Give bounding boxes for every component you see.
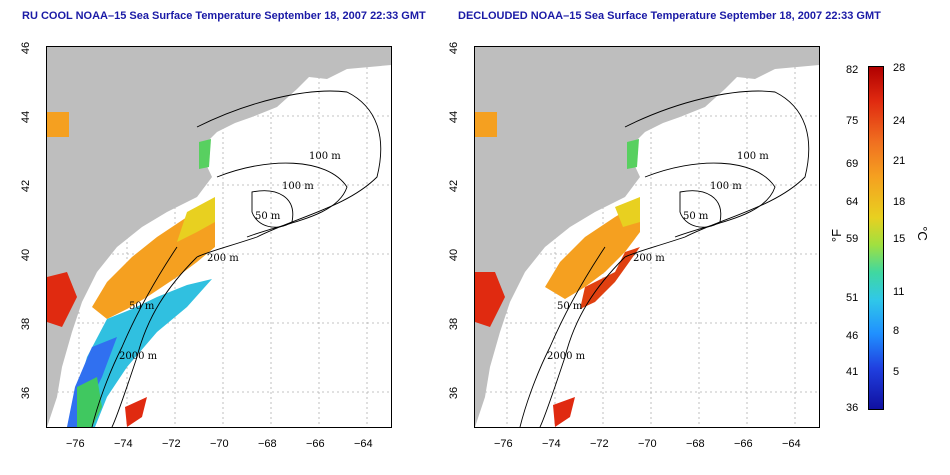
right-sst-yellow — [615, 197, 640, 227]
left-xtick-4: −68 — [258, 438, 277, 450]
f-tick-3: 64 — [846, 196, 859, 208]
left-xtick-1: −74 — [114, 438, 133, 450]
left-contour-label-6: 2000 m — [119, 351, 158, 362]
right-sst-hot — [580, 247, 640, 309]
f-tick-1: 75 — [846, 115, 859, 127]
left-xtick-5: −66 — [306, 438, 325, 450]
left-contour-label-2: 100 m — [282, 181, 314, 192]
f-tick-6: 46 — [846, 330, 859, 342]
right-xtick-2: −72 — [590, 438, 609, 450]
left-xtick-3: −70 — [210, 438, 229, 450]
right-contour-label-1: 100 m — [737, 151, 769, 162]
left-xtick-6: −64 — [354, 438, 373, 450]
left-sst-north — [47, 112, 69, 137]
left-map: 100 m 100 m 50 m 200 m 50 m 2000 m — [47, 47, 391, 427]
right-sst-red-coast — [475, 272, 505, 327]
f-tick-5: 51 — [846, 292, 859, 304]
f-tick-0: 82 — [846, 64, 859, 76]
colorbar — [868, 66, 884, 410]
left-ytick-2: 42 — [20, 179, 33, 193]
right-map: 100 m 100 m 50 m 200 m 50 m 2000 m — [475, 47, 819, 427]
right-xtick-4: −68 — [686, 438, 705, 450]
left-map-frame: 100 m 100 m 50 m 200 m 50 m 2000 m — [46, 46, 392, 428]
right-ytick-0: 46 — [448, 41, 461, 55]
right-sst-red-south — [553, 397, 575, 427]
right-contours — [519, 90, 810, 427]
colorbar-celsius-label: °C — [914, 226, 930, 241]
c-tick-4: 15 — [893, 233, 906, 245]
right-contour-label-3: 50 m — [683, 211, 709, 222]
right-contour-label-2: 100 m — [710, 181, 742, 192]
left-land — [47, 47, 391, 427]
left-ytick-5: 36 — [20, 386, 33, 400]
f-tick-2: 69 — [846, 158, 859, 170]
left-ytick-3: 40 — [20, 248, 33, 262]
right-sst-north — [475, 112, 497, 137]
right-xtick-1: −74 — [542, 438, 561, 450]
c-tick-6: 8 — [893, 325, 900, 337]
left-ytick-4: 38 — [20, 317, 33, 331]
right-contour-label-6: 2000 m — [547, 351, 586, 362]
right-sst-coast — [627, 139, 639, 169]
right-xtick-6: −64 — [782, 438, 801, 450]
right-contour-label-5: 50 m — [557, 301, 583, 312]
right-ytick-1: 44 — [448, 110, 461, 124]
left-ytick-0: 46 — [20, 41, 33, 55]
left-sst-coast — [199, 139, 211, 169]
left-contour-label-1: 100 m — [309, 151, 341, 162]
c-tick-7: 5 — [893, 366, 900, 378]
right-ytick-5: 36 — [448, 386, 461, 400]
c-tick-5: 11 — [893, 286, 905, 298]
f-tick-7: 41 — [846, 366, 859, 378]
right-xtick-3: −70 — [638, 438, 657, 450]
f-tick-4: 59 — [846, 233, 859, 245]
right-ytick-4: 38 — [448, 317, 461, 331]
right-ytick-3: 40 — [448, 248, 461, 262]
left-xtick-2: −72 — [162, 438, 181, 450]
c-tick-2: 21 — [893, 155, 906, 167]
right-land — [475, 47, 819, 427]
left-map-title: RU COOL NOAA–15 Sea Surface Temperature … — [22, 10, 426, 22]
left-contour-label-4: 200 m — [207, 253, 239, 264]
left-xtick-0: −76 — [66, 438, 85, 450]
left-sst-hot-2 — [125, 397, 147, 427]
f-tick-8: 36 — [846, 402, 859, 414]
left-ytick-1: 44 — [20, 110, 33, 124]
right-map-title: DECLOUDED NOAA–15 Sea Surface Temperatur… — [458, 10, 881, 22]
right-sst-warm — [545, 202, 640, 299]
colorbar-fahrenheit-label: °F — [829, 228, 845, 243]
left-sst-cool — [72, 279, 212, 427]
left-sst-hot — [47, 272, 77, 327]
right-xtick-0: −76 — [494, 438, 513, 450]
c-tick-0: 28 — [893, 62, 906, 74]
left-contours — [91, 90, 382, 427]
left-contour-label-5: 50 m — [129, 301, 155, 312]
right-ytick-2: 42 — [448, 179, 461, 193]
c-tick-3: 18 — [893, 196, 906, 208]
right-xtick-5: −66 — [734, 438, 753, 450]
right-map-frame: 100 m 100 m 50 m 200 m 50 m 2000 m — [474, 46, 820, 428]
right-contour-label-4: 200 m — [633, 253, 665, 264]
left-contour-label-3: 50 m — [255, 211, 281, 222]
c-tick-1: 24 — [893, 115, 906, 127]
left-sst-yellow — [177, 197, 215, 242]
